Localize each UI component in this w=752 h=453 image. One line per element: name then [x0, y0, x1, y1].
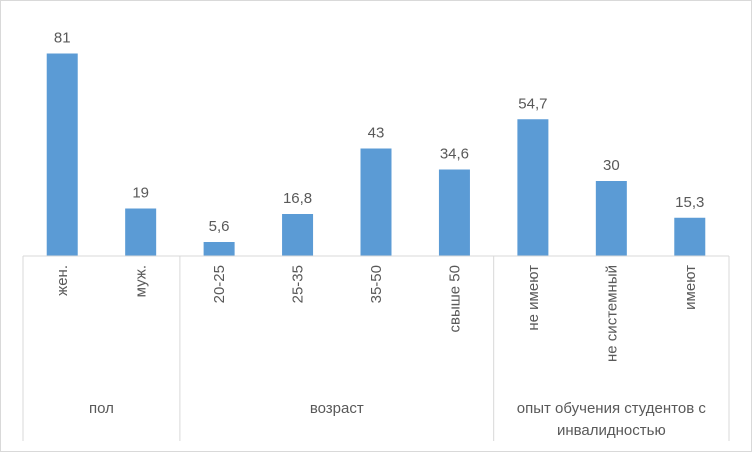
data-labels: 81 19 5,6 16,8 43 34,6 54,7 30 15,3	[54, 30, 705, 236]
data-label-6: 54,7	[518, 95, 547, 112]
data-label-0: 81	[54, 30, 71, 47]
data-label-4: 43	[368, 125, 385, 142]
data-label-8: 15,3	[675, 194, 704, 211]
category-label-3: 25-35	[290, 265, 307, 303]
category-label-0: жен.	[54, 265, 71, 296]
data-label-7: 30	[603, 157, 620, 174]
bar-4	[360, 148, 392, 256]
category-label-7: не системный	[603, 265, 620, 362]
data-label-1: 19	[132, 185, 149, 202]
data-label-2: 5,6	[209, 218, 230, 235]
group-label-1: возраст	[310, 400, 364, 417]
group-label-2: инвалидностью	[557, 422, 666, 439]
data-label-5: 34,6	[440, 146, 469, 163]
group-label-0: пол	[89, 400, 114, 417]
bars	[46, 53, 706, 256]
bar-1	[125, 208, 157, 256]
bar-6	[517, 119, 549, 256]
bar-7	[595, 181, 627, 256]
category-label-8: имеют	[682, 265, 699, 310]
category-label-6: не имеют	[525, 265, 542, 331]
data-label-3: 16,8	[283, 190, 312, 207]
category-label-4: 35-50	[368, 265, 385, 303]
category-label-5: свыше 50	[446, 265, 463, 332]
category-axis: жен. муж. 20-25 25-35 35-50 свыше 50 не имеют н…	[22, 255, 730, 441]
bar-2	[203, 242, 235, 256]
bar-3	[282, 214, 314, 256]
bar-5	[438, 169, 470, 256]
group-label-2: опыт обучения студентов с	[517, 400, 707, 417]
bar-0	[46, 53, 78, 256]
category-label-1: муж.	[133, 265, 150, 297]
bar-8	[674, 217, 706, 256]
category-label-2: 20-25	[211, 265, 228, 303]
